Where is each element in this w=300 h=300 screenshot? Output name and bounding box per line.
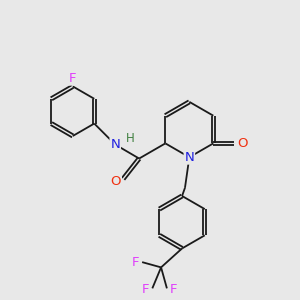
Text: N: N <box>110 138 120 151</box>
Text: O: O <box>111 175 121 188</box>
Text: H: H <box>126 132 135 145</box>
Text: F: F <box>132 256 140 268</box>
Text: O: O <box>237 137 248 150</box>
Text: N: N <box>184 151 194 164</box>
Text: F: F <box>69 72 76 85</box>
Text: F: F <box>169 283 177 296</box>
Text: F: F <box>142 283 150 296</box>
